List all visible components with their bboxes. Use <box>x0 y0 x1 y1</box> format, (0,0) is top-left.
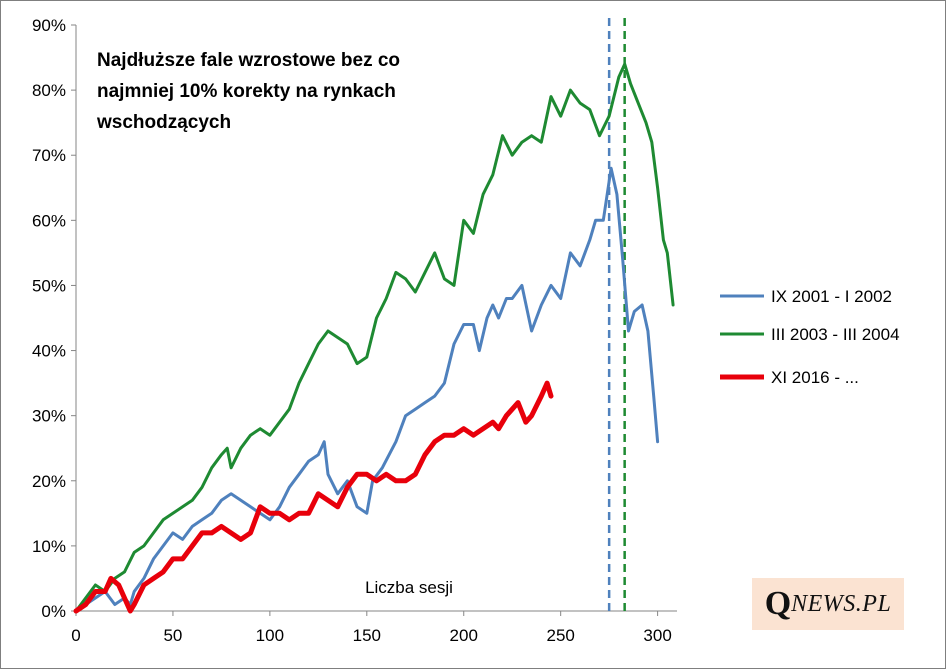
chart-title-line-1: Najdłuższe fale wzrostowe bez co <box>97 50 400 71</box>
y-tick-label: 50% <box>32 276 66 295</box>
y-tick-label: 60% <box>32 211 66 230</box>
legend-label: IX 2001 - I 2002 <box>771 287 892 306</box>
x-tick-label: 100 <box>256 626 284 645</box>
y-tick-label: 20% <box>32 472 66 491</box>
chart-title-line-3: wschodzących <box>96 112 231 133</box>
tick-labels: 0% 10% 20% 30% 40% 50% 60% 70% 80% 90% 0 50 100 150 20… <box>32 16 672 645</box>
axes <box>71 24 677 616</box>
legend: IX 2001 - I 2002 III 2003 - III 2004 XI 20… <box>720 287 900 387</box>
y-tick-label: 0% <box>41 602 66 621</box>
series-line <box>74 166 660 613</box>
series-line <box>73 380 554 614</box>
y-tick-label: 70% <box>32 146 66 165</box>
chart-title-line-2: najmniej 10% korekty na rynkach <box>97 81 396 102</box>
x-tick-label: 200 <box>450 626 478 645</box>
x-tick-label: 250 <box>546 626 574 645</box>
x-tick-label: 0 <box>71 626 80 645</box>
qnews-logo: Q NEWS.PL <box>752 578 904 630</box>
y-tick-label: 80% <box>32 81 66 100</box>
y-tick-label: 30% <box>32 407 66 426</box>
x-tick-label: 150 <box>353 626 381 645</box>
y-tick-label: 40% <box>32 342 66 361</box>
series-line <box>74 62 675 613</box>
legend-label: III 2003 - III 2004 <box>771 325 900 344</box>
legend-label: XI 2016 - ... <box>771 368 859 387</box>
x-tick-label: 300 <box>643 626 671 645</box>
x-tick-label: 50 <box>163 626 182 645</box>
logo-text: NEWS.PL <box>791 590 892 617</box>
logo-q: Q <box>764 585 792 622</box>
y-tick-label: 90% <box>32 16 66 35</box>
y-tick-label: 10% <box>32 537 66 556</box>
x-axis-title: Liczba sesji <box>365 578 453 597</box>
series-lines <box>73 62 675 614</box>
